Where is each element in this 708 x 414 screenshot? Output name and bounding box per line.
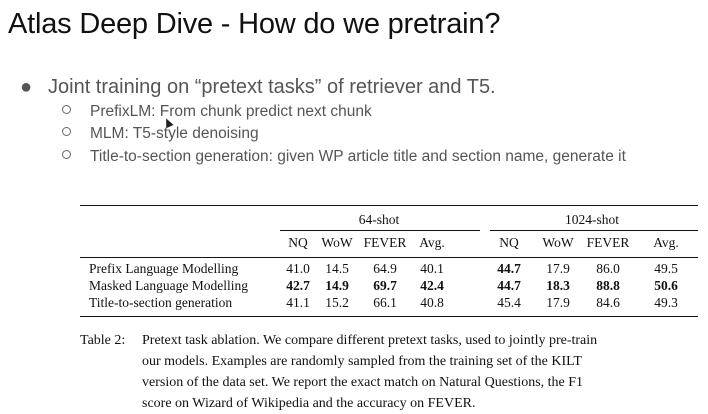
table-cell: 41.1 <box>286 295 310 310</box>
table-cell: 44.7 <box>497 261 521 276</box>
subbullet-title-to-section: Title-to-section generation: given WP ar… <box>62 148 626 166</box>
table-cell: 88.8 <box>596 278 620 293</box>
column-header: Avg. <box>419 235 445 250</box>
table-cell: 49.3 <box>654 295 678 310</box>
table-cell: 17.9 <box>546 261 570 276</box>
caption-label: Table 2: <box>80 333 126 348</box>
table-cell: 41.0 <box>286 261 310 276</box>
table-top-rule <box>80 205 698 206</box>
main-bullet-text: Joint training on “pretext tasks” of ret… <box>48 76 496 98</box>
table-caption: Table 2: Pretext task ablation. We compa… <box>80 330 700 414</box>
subbullet-mlm: MLM: T5-style denoising <box>62 125 259 143</box>
header-rule <box>80 257 698 258</box>
table-cell: 17.9 <box>546 295 570 310</box>
caption-line: score on Wizard of Wikipedia and the acc… <box>142 396 476 411</box>
subbullet-text: PrefixLM: From chunk predict next chunk <box>90 103 372 120</box>
table-cell: 84.6 <box>596 295 620 310</box>
table-cell: 18.3 <box>546 278 570 293</box>
table-cell: 44.7 <box>497 278 521 293</box>
table-cell: 50.6 <box>654 278 678 293</box>
table-cell: 14.5 <box>325 261 349 276</box>
group-header-64-shot: 64-shot <box>358 212 400 227</box>
column-header: WoW <box>321 235 353 250</box>
table-cell: 40.8 <box>420 295 444 310</box>
table-bottom-rule <box>80 316 698 317</box>
column-header: FEVER <box>363 235 407 250</box>
hollow-circle-icon <box>62 150 71 159</box>
hollow-circle-icon <box>62 127 71 136</box>
table-cell: 42.4 <box>420 278 444 293</box>
table-cell: 64.9 <box>373 261 397 276</box>
slide-title: Atlas Deep Dive - How do we pretrain? <box>8 8 501 40</box>
table-cell: 86.0 <box>596 261 620 276</box>
table-cell: 49.5 <box>654 261 678 276</box>
caption-line: Pretext task ablation. We compare differ… <box>142 333 598 348</box>
caption-line: our models. Examples are randomly sample… <box>142 354 582 369</box>
column-header: NQ <box>288 235 308 250</box>
group-header-1024-shot: 1024-shot <box>565 212 619 227</box>
bullet-dot-icon: ● <box>20 76 33 98</box>
table-cell: 40.1 <box>420 261 444 276</box>
table-cell: 15.2 <box>325 295 349 310</box>
column-header: WoW <box>542 235 574 250</box>
table-cell: 69.7 <box>373 278 397 293</box>
column-header: FEVER <box>586 235 630 250</box>
subbullet-text: Title-to-section generation: given WP ar… <box>90 148 626 165</box>
table-cell: 42.7 <box>286 278 310 293</box>
caption-line: version of the data set. We report the e… <box>142 375 584 390</box>
table-cell: 45.4 <box>497 295 521 310</box>
table-cell: 66.1 <box>373 295 397 310</box>
hollow-circle-icon <box>62 105 71 114</box>
subbullet-prefixlm: PrefixLM: From chunk predict next chunk <box>62 103 372 121</box>
row-label: Masked Language Modelling <box>89 278 248 293</box>
group-rule-1024 <box>490 230 698 231</box>
caption-text: Pretext task ablation. We compare differ… <box>142 330 700 414</box>
main-bullet: ● Joint training on “pretext tasks” of re… <box>20 76 496 99</box>
row-label: Title-to-section generation <box>89 295 233 310</box>
column-header: NQ <box>499 235 519 250</box>
group-rule-64 <box>280 230 480 231</box>
row-label: Prefix Language Modelling <box>89 261 239 276</box>
subbullet-text: MLM: T5-style denoising <box>90 125 259 142</box>
table-cell: 14.9 <box>325 278 349 293</box>
column-header: Avg. <box>653 235 679 250</box>
